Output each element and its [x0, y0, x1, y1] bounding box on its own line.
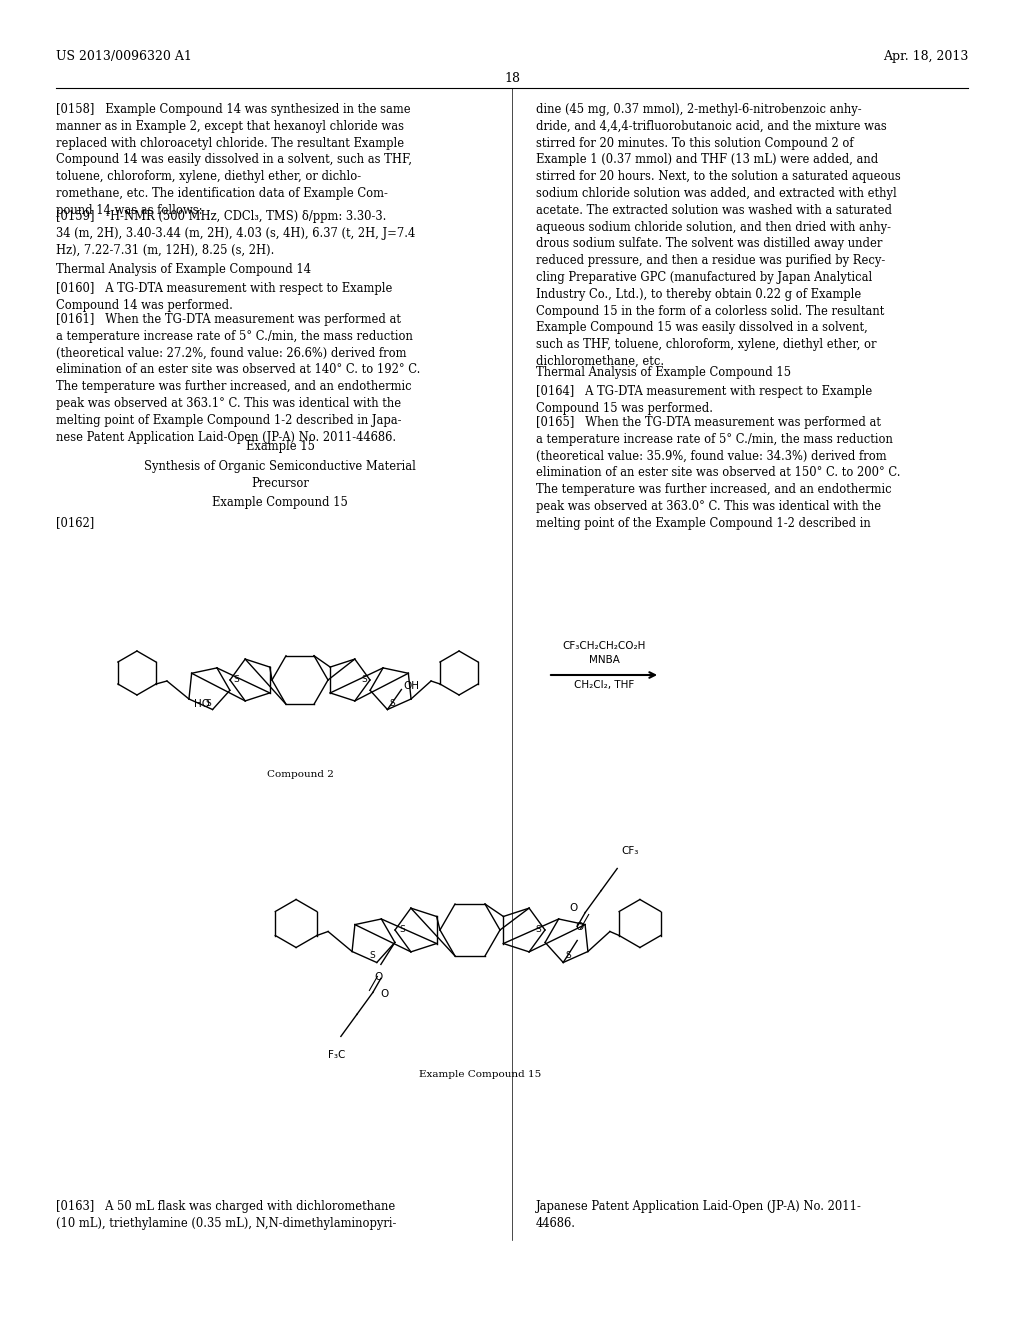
Text: S: S: [205, 700, 211, 709]
Text: [0159]   ¹H-NMR (500 MHz, CDCl₃, TMS) δ/ppm: 3.30-3.
34 (m, 2H), 3.40-3.44 (m, 2: [0159] ¹H-NMR (500 MHz, CDCl₃, TMS) δ/pp…: [56, 210, 416, 256]
Text: CH₂Cl₂, THF: CH₂Cl₂, THF: [573, 680, 634, 690]
Text: dine (45 mg, 0.37 mmol), 2-methyl-6-nitrobenzoic anhy-
dride, and 4,4,4-trifluor: dine (45 mg, 0.37 mmol), 2-methyl-6-nitr…: [536, 103, 901, 368]
Text: [0164]   A TG-DTA measurement with respect to Example
Compound 15 was performed.: [0164] A TG-DTA measurement with respect…: [536, 385, 872, 414]
Text: Thermal Analysis of Example Compound 15: Thermal Analysis of Example Compound 15: [536, 366, 792, 379]
Text: O: O: [575, 923, 584, 932]
Text: Thermal Analysis of Example Compound 14: Thermal Analysis of Example Compound 14: [56, 263, 311, 276]
Text: Synthesis of Organic Semiconductive Material
Precursor: Synthesis of Organic Semiconductive Mate…: [144, 459, 416, 490]
Text: [0163]   A 50 mL flask was charged with dichloromethane
(10 mL), triethylamine (: [0163] A 50 mL flask was charged with di…: [56, 1200, 396, 1230]
Text: [0162]: [0162]: [56, 516, 94, 529]
Text: O: O: [569, 903, 578, 913]
Text: Example 15: Example 15: [246, 440, 314, 453]
Text: MNBA: MNBA: [589, 655, 620, 665]
Text: Compound 2: Compound 2: [266, 770, 334, 779]
Text: F₃C: F₃C: [328, 1051, 345, 1060]
Text: CF₃: CF₃: [622, 846, 639, 857]
Text: [0160]   A TG-DTA measurement with respect to Example
Compound 14 was performed.: [0160] A TG-DTA measurement with respect…: [56, 282, 392, 312]
Text: Apr. 18, 2013: Apr. 18, 2013: [883, 50, 968, 63]
Text: Example Compound 15: Example Compound 15: [212, 496, 348, 510]
Text: S: S: [389, 700, 395, 709]
Text: [0161]   When the TG-DTA measurement was performed at
a temperature increase rat: [0161] When the TG-DTA measurement was p…: [56, 313, 421, 444]
Text: S: S: [565, 952, 570, 961]
Text: S: S: [536, 925, 541, 935]
Text: OH: OH: [403, 681, 420, 690]
Text: [0165]   When the TG-DTA measurement was performed at
a temperature increase rat: [0165] When the TG-DTA measurement was p…: [536, 416, 900, 529]
Text: [0158]   Example Compound 14 was synthesized in the same
manner as in Example 2,: [0158] Example Compound 14 was synthesiz…: [56, 103, 412, 216]
Text: 18: 18: [504, 73, 520, 84]
Text: S: S: [399, 925, 404, 935]
Text: Example Compound 15: Example Compound 15: [419, 1071, 541, 1078]
Text: S: S: [369, 952, 375, 961]
Text: O: O: [375, 973, 383, 982]
Text: O: O: [381, 990, 389, 999]
Text: S: S: [233, 676, 239, 685]
Text: HO: HO: [194, 700, 210, 709]
Text: Japanese Patent Application Laid-Open (JP-A) No. 2011-
44686.: Japanese Patent Application Laid-Open (J…: [536, 1200, 862, 1230]
Text: S: S: [361, 676, 367, 685]
Text: US 2013/0096320 A1: US 2013/0096320 A1: [56, 50, 191, 63]
Text: CF₃CH₂CH₂CO₂H: CF₃CH₂CH₂CO₂H: [562, 642, 646, 651]
